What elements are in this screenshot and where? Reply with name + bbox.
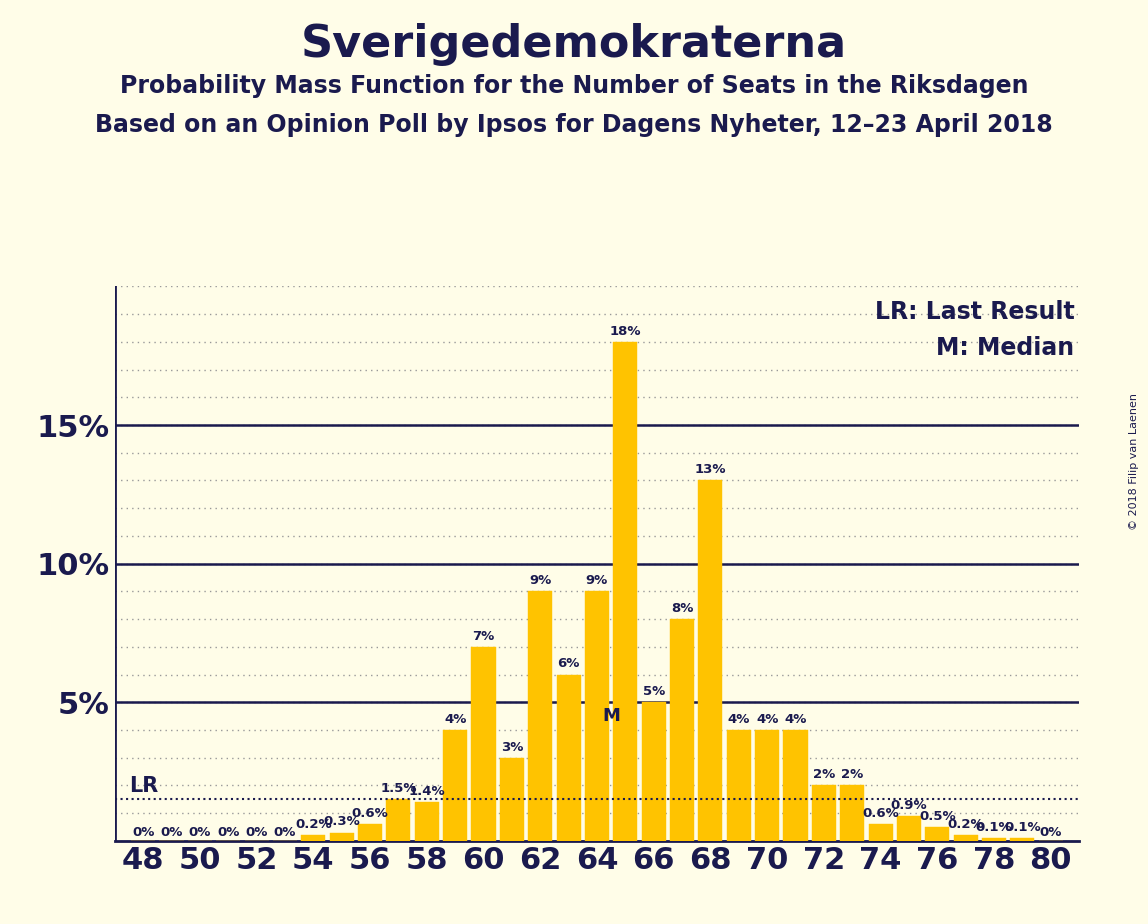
Text: 0.1%: 0.1% xyxy=(1004,821,1041,833)
Bar xyxy=(698,480,722,841)
Text: 1.4%: 1.4% xyxy=(409,784,445,798)
Text: Sverigedemokraterna: Sverigedemokraterna xyxy=(301,23,847,67)
Text: 9%: 9% xyxy=(529,574,551,588)
Bar xyxy=(982,838,1006,841)
Text: 0%: 0% xyxy=(161,826,183,839)
Text: 18%: 18% xyxy=(610,324,641,338)
Bar xyxy=(358,824,382,841)
Text: M: Median: M: Median xyxy=(936,336,1075,360)
Bar xyxy=(840,785,864,841)
Text: © 2018 Filip van Laenen: © 2018 Filip van Laenen xyxy=(1128,394,1139,530)
Text: 0.2%: 0.2% xyxy=(947,818,984,832)
Bar xyxy=(414,802,439,841)
Bar xyxy=(642,702,666,841)
Bar xyxy=(584,591,610,841)
Text: 0%: 0% xyxy=(246,826,267,839)
Text: 0.6%: 0.6% xyxy=(351,807,388,821)
Bar xyxy=(613,342,637,841)
Text: 3%: 3% xyxy=(501,740,523,754)
Text: 0%: 0% xyxy=(132,826,154,839)
Text: 8%: 8% xyxy=(670,602,693,615)
Text: 0.1%: 0.1% xyxy=(976,821,1013,833)
Bar xyxy=(755,730,779,841)
Bar xyxy=(329,833,354,841)
Text: 4%: 4% xyxy=(784,712,807,726)
Text: 9%: 9% xyxy=(585,574,608,588)
Text: 0.6%: 0.6% xyxy=(862,807,899,821)
Text: 1.5%: 1.5% xyxy=(380,782,417,795)
Text: 2%: 2% xyxy=(841,768,863,782)
Text: 6%: 6% xyxy=(558,657,580,671)
Bar xyxy=(528,591,552,841)
Text: 4%: 4% xyxy=(728,712,750,726)
Text: 5%: 5% xyxy=(643,685,665,699)
Bar xyxy=(557,675,581,841)
Bar xyxy=(897,816,921,841)
Bar xyxy=(954,835,978,841)
Text: 0%: 0% xyxy=(1040,826,1062,839)
Text: LR: LR xyxy=(129,776,158,796)
Text: 4%: 4% xyxy=(444,712,466,726)
Bar xyxy=(727,730,751,841)
Text: Based on an Opinion Poll by Ipsos for Dagens Nyheter, 12–23 April 2018: Based on an Opinion Poll by Ipsos for Da… xyxy=(95,113,1053,137)
Bar xyxy=(783,730,807,841)
Text: LR: Last Result: LR: Last Result xyxy=(875,300,1075,324)
Text: 0.3%: 0.3% xyxy=(324,815,360,828)
Text: 0%: 0% xyxy=(217,826,240,839)
Text: 0.2%: 0.2% xyxy=(295,818,332,832)
Bar xyxy=(869,824,893,841)
Text: 0%: 0% xyxy=(188,826,211,839)
Text: 0.9%: 0.9% xyxy=(891,798,928,812)
Bar xyxy=(443,730,467,841)
Text: 0.5%: 0.5% xyxy=(920,809,955,822)
Text: 13%: 13% xyxy=(695,463,727,477)
Bar xyxy=(812,785,836,841)
Text: 4%: 4% xyxy=(755,712,778,726)
Bar xyxy=(301,835,325,841)
Text: Probability Mass Function for the Number of Seats in the Riksdagen: Probability Mass Function for the Number… xyxy=(119,74,1029,98)
Bar xyxy=(387,799,411,841)
Bar xyxy=(670,619,695,841)
Text: 7%: 7% xyxy=(472,629,495,643)
Text: 2%: 2% xyxy=(813,768,835,782)
Text: M: M xyxy=(603,707,620,725)
Bar xyxy=(472,647,496,841)
Text: 0%: 0% xyxy=(273,826,296,839)
Bar xyxy=(499,758,523,841)
Bar xyxy=(1010,838,1034,841)
Bar xyxy=(925,827,949,841)
